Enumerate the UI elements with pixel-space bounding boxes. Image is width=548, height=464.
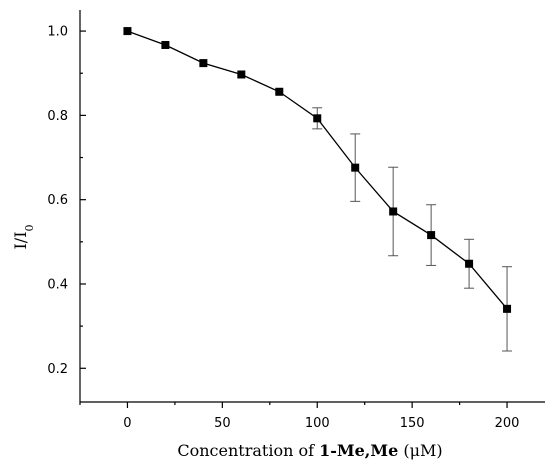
data-point — [161, 40, 170, 49]
data-point — [351, 163, 360, 172]
axes: 0 50 100 150 200 0.2 0.4 0.6 0.8 1.0 — [47, 10, 545, 431]
series-line — [127, 30, 508, 310]
data-point — [199, 59, 208, 68]
x-tick-label: 0 — [123, 416, 131, 431]
y-tick-label: 0.6 — [47, 193, 68, 208]
x-tick-label: 50 — [214, 416, 231, 431]
y-tick-label: 1.0 — [47, 25, 68, 40]
y-tick-label: 0.4 — [47, 277, 68, 292]
x-tick-label: 200 — [495, 416, 520, 431]
x-axis-label: Concentration of 1-Me,Me (μM) — [177, 441, 442, 460]
y-tick-label: 0.2 — [47, 362, 68, 377]
data-point — [275, 87, 284, 96]
series-group — [123, 27, 513, 352]
y-tick-label: 0.8 — [47, 109, 68, 124]
x-tick-label: 100 — [305, 416, 330, 431]
data-point — [313, 114, 322, 123]
data-point — [123, 27, 132, 36]
data-point — [427, 231, 436, 240]
data-point — [503, 304, 512, 313]
x-tick-label: 150 — [400, 416, 425, 431]
data-point — [389, 207, 398, 216]
data-point — [237, 70, 246, 79]
y-axis-label: I/I0 — [11, 224, 36, 249]
data-point — [465, 259, 474, 268]
